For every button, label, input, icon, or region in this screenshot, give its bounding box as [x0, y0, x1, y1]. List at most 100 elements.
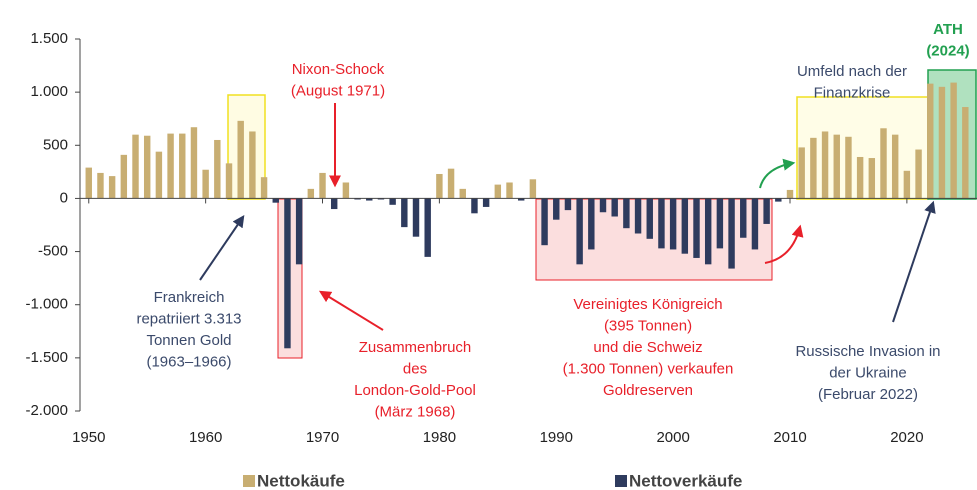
bar: [482, 198, 490, 207]
legend-label: Nettoverkäufe: [629, 471, 742, 490]
bar: [658, 198, 665, 249]
bar: [576, 198, 583, 265]
annotation: Tonnen Gold: [146, 332, 231, 349]
bar: [728, 198, 735, 269]
bar: [681, 198, 689, 254]
bar: [751, 198, 759, 250]
arrow: [759, 158, 796, 189]
bar: [295, 198, 303, 265]
y-tick-label: -2.000: [25, 402, 68, 419]
bar: [517, 198, 525, 201]
bar: [143, 135, 151, 199]
x-tick-label: 1990: [540, 429, 573, 446]
bar: [716, 198, 724, 249]
annotation: (Februar 2022): [818, 386, 918, 403]
annotation: (1.300 Tonnen) verkaufen: [563, 360, 734, 377]
bar: [389, 198, 396, 205]
bar: [179, 133, 186, 199]
annotation: der Ukraine: [829, 364, 907, 381]
bar: [903, 170, 911, 199]
x-tick-label: 1950: [72, 429, 105, 446]
highlight-box: [535, 198, 773, 281]
bar: [120, 154, 128, 199]
bar: [354, 198, 361, 200]
bar: [786, 189, 794, 199]
bar: [962, 107, 969, 199]
bar: [588, 198, 595, 250]
annotation: ATH: [933, 21, 963, 38]
annotation: repatriiert 3.313: [136, 310, 241, 327]
bar: [459, 188, 466, 199]
annotation: (März 1968): [375, 403, 456, 420]
bar: [623, 198, 630, 229]
annotation: Nixon-Schock: [292, 61, 385, 78]
bar: [810, 137, 817, 199]
bar: [401, 198, 408, 228]
annotation: (2024): [926, 42, 969, 59]
bar: [424, 198, 431, 257]
bar: [471, 198, 478, 214]
arrow: [764, 224, 804, 264]
bar: [763, 198, 770, 224]
annotation: (1963–1966): [146, 353, 231, 370]
bar: [436, 173, 443, 199]
bar: [132, 134, 139, 199]
bar: [272, 198, 279, 203]
x-tick-label: 2020: [890, 429, 923, 446]
bar: [880, 128, 887, 199]
y-tick-label: 1.000: [30, 83, 68, 100]
x-tick-label: 2010: [773, 429, 806, 446]
bar: [330, 198, 338, 210]
bar: [541, 198, 548, 246]
x-tick-label: 1970: [306, 429, 339, 446]
bar: [202, 169, 209, 199]
bar: [506, 182, 513, 199]
bar: [97, 172, 104, 199]
y-tick-label: 0: [60, 189, 68, 206]
annotation: Goldreserven: [603, 382, 693, 399]
bar: [108, 176, 116, 199]
bar: [775, 198, 782, 202]
x-tick-label: 1960: [189, 429, 222, 446]
y-tick-label: 1.500: [30, 30, 68, 47]
bar: [307, 188, 315, 199]
bar: [190, 127, 198, 199]
bar: [260, 177, 268, 199]
bar: [85, 167, 92, 199]
x-tick-label: 2000: [656, 429, 689, 446]
bar: [319, 172, 326, 199]
bar: [249, 131, 256, 199]
bar: [237, 120, 244, 199]
bar: [740, 198, 747, 238]
bar: [412, 198, 420, 237]
bar: [553, 198, 560, 220]
y-tick-label: -1.500: [25, 349, 68, 366]
bar: [634, 198, 642, 234]
arrow: [199, 215, 245, 281]
legend-label: Nettokäufe: [257, 471, 345, 490]
annotation: London-Gold-Pool: [354, 382, 476, 399]
bar: [950, 82, 957, 199]
highlight-box: [227, 94, 266, 200]
bar: [915, 149, 922, 199]
bar: [214, 139, 221, 199]
bar: [366, 198, 373, 201]
bar: [494, 184, 502, 199]
annotation: Zusammenbruch: [359, 339, 472, 356]
annotation: und die Schweiz: [593, 339, 702, 356]
bar: [833, 134, 840, 199]
annotation: (August 1971): [291, 82, 385, 99]
legend-swatch: [615, 475, 627, 487]
bar: [529, 179, 537, 199]
y-tick-label: 500: [43, 136, 68, 153]
bar: [377, 198, 385, 200]
y-tick-label: -500: [38, 243, 68, 260]
annotation: des: [403, 360, 427, 377]
bar: [669, 198, 677, 250]
x-tick-label: 1980: [423, 429, 456, 446]
annotation: Finanzkrise: [814, 84, 891, 101]
bar: [938, 86, 946, 199]
arrow: [318, 290, 384, 331]
bar: [155, 151, 163, 199]
